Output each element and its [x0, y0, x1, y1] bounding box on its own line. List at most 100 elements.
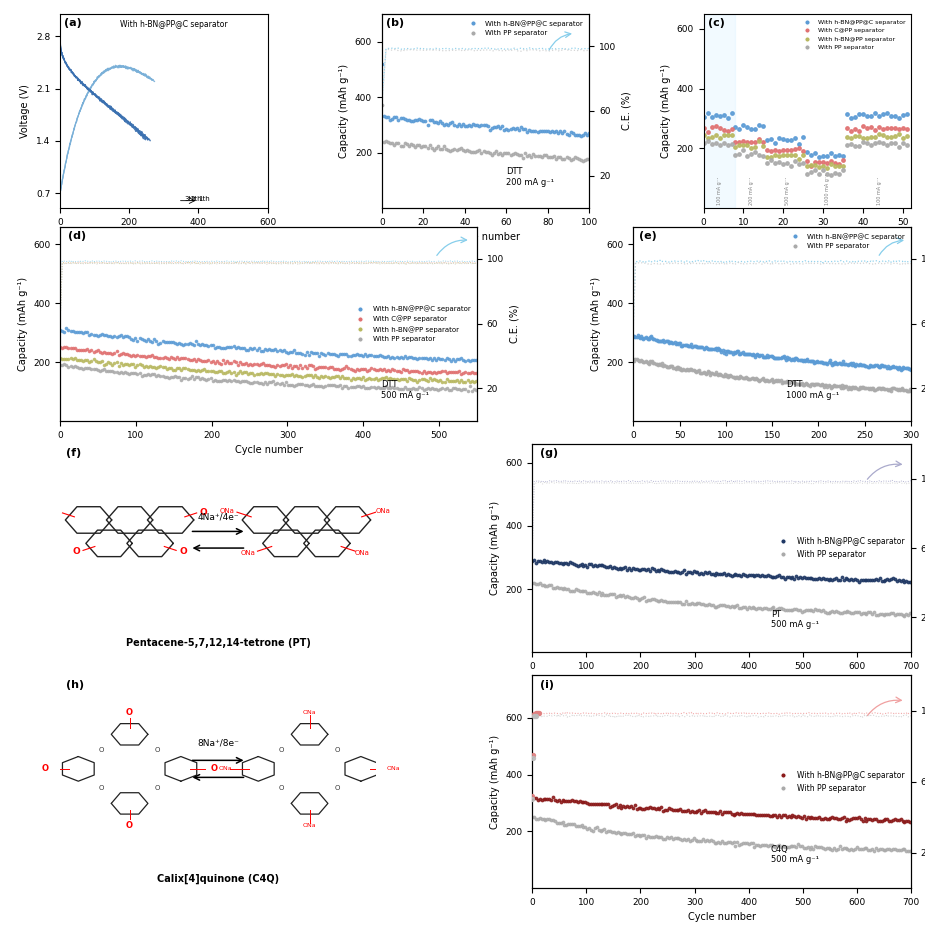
- Point: [463, 118, 478, 133]
- Point: [458, 364, 473, 379]
- Point: [447, 117, 462, 132]
- Point: [272, 343, 287, 358]
- Point: [827, 356, 842, 371]
- Point: [428, 115, 443, 130]
- Point: [809, 840, 824, 855]
- Point: [819, 377, 833, 392]
- Point: [230, 358, 245, 373]
- Point: [814, 376, 829, 391]
- Point: [327, 377, 341, 392]
- Point: [337, 371, 352, 386]
- Point: [412, 380, 426, 395]
- Point: [239, 342, 253, 357]
- Point: [616, 798, 631, 813]
- Point: [717, 598, 732, 612]
- Point: [712, 108, 727, 123]
- Point: [201, 364, 216, 378]
- Point: [704, 130, 719, 145]
- Point: [746, 835, 760, 850]
- Point: [347, 347, 362, 362]
- Point: [888, 121, 903, 136]
- Point: [873, 382, 888, 397]
- Point: [860, 120, 875, 135]
- Point: [297, 359, 312, 374]
- Point: [119, 357, 134, 372]
- Point: [423, 382, 438, 397]
- Point: [847, 811, 862, 826]
- Point: [55, 357, 69, 372]
- Point: [207, 364, 222, 379]
- Point: [708, 341, 722, 356]
- Text: DTT
200 mA g⁻¹: DTT 200 mA g⁻¹: [506, 167, 554, 187]
- Point: [549, 152, 563, 166]
- Point: [701, 805, 716, 820]
- Point: [438, 375, 452, 389]
- Point: [448, 381, 462, 396]
- Point: [656, 594, 671, 609]
- Point: [849, 357, 864, 372]
- Point: [195, 353, 210, 368]
- Point: [778, 375, 793, 389]
- Point: [201, 352, 216, 367]
- Point: [888, 382, 903, 397]
- Point: [859, 841, 874, 856]
- Point: [758, 808, 773, 822]
- Point: [553, 581, 568, 596]
- Point: [883, 108, 898, 123]
- Point: [861, 811, 876, 826]
- Point: [771, 351, 785, 365]
- Point: [671, 564, 685, 579]
- Point: [865, 606, 880, 621]
- Point: [572, 128, 586, 142]
- Point: [252, 366, 266, 381]
- Point: [899, 607, 914, 622]
- Bar: [704, 14, 735, 208]
- Point: [776, 142, 791, 157]
- Point: [816, 841, 831, 856]
- Point: [753, 808, 768, 822]
- Point: [222, 373, 237, 388]
- Point: [821, 605, 836, 620]
- Point: [829, 355, 844, 370]
- Point: [857, 605, 872, 620]
- Point: [737, 567, 752, 582]
- Point: [589, 820, 604, 834]
- Point: [84, 327, 99, 341]
- Point: [856, 606, 870, 621]
- Point: [71, 342, 86, 357]
- Point: [824, 379, 839, 394]
- Point: [821, 841, 836, 856]
- Point: [358, 362, 373, 376]
- Point: [544, 812, 559, 827]
- Point: [438, 117, 453, 131]
- Point: [586, 823, 600, 838]
- Point: [482, 123, 497, 138]
- Point: [738, 346, 753, 361]
- Point: [814, 354, 829, 369]
- Point: [557, 556, 572, 571]
- Point: [366, 362, 381, 376]
- Legend: With h-BN@PP@C separator, With C@PP separator, With h-BN@PP separator, With PP s: With h-BN@PP@C separator, With C@PP sepa…: [351, 302, 474, 345]
- Point: [876, 607, 891, 622]
- Point: [383, 351, 398, 365]
- Point: [699, 341, 714, 356]
- Point: [796, 156, 810, 171]
- Point: [648, 331, 662, 346]
- Point: [573, 819, 587, 833]
- Point: [80, 325, 94, 339]
- Point: [101, 328, 116, 343]
- Point: [686, 597, 701, 611]
- Point: [625, 590, 640, 605]
- Point: [748, 140, 763, 154]
- Point: [303, 344, 318, 359]
- Point: [892, 607, 906, 622]
- Point: [546, 790, 561, 805]
- Point: [418, 139, 433, 154]
- Point: [828, 166, 843, 180]
- Point: [310, 346, 325, 361]
- Point: [773, 809, 788, 824]
- Point: [784, 142, 799, 157]
- Point: [780, 350, 795, 364]
- Point: [872, 571, 887, 586]
- Point: [270, 376, 285, 390]
